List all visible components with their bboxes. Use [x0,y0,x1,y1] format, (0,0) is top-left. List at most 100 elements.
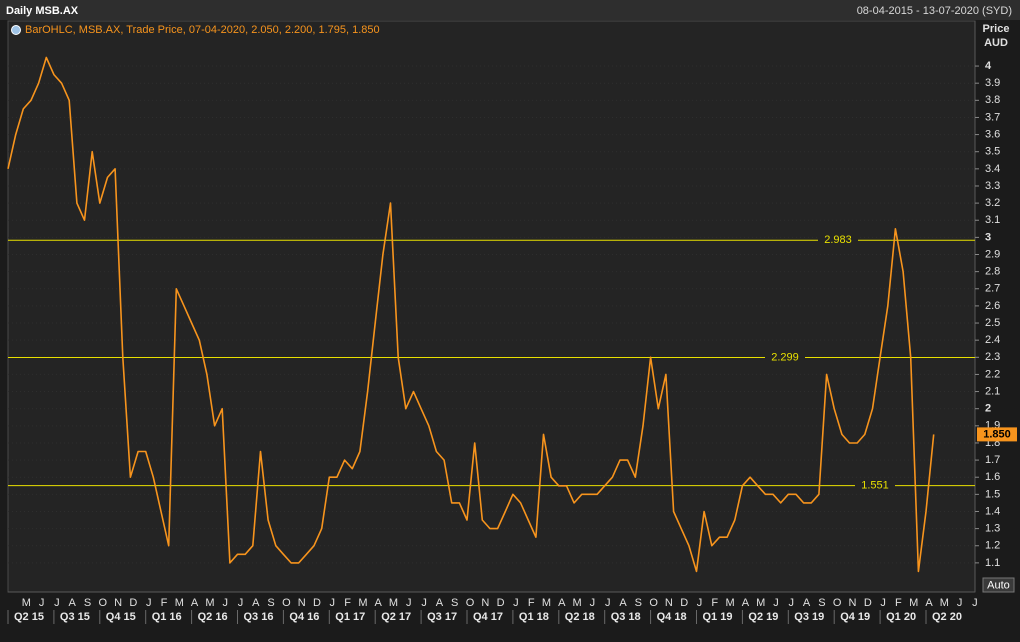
x-tick-label: O [833,597,842,609]
x-tick-label: J [238,597,244,609]
x-tick-label: F [344,597,351,609]
x-tick-label: D [497,597,505,609]
y-tick-label: 3.3 [985,180,1000,192]
y-tick-label: 2.5 [985,317,1000,329]
quarter-label: Q1 18 [519,611,549,623]
x-tick-label: O [99,597,108,609]
quarter-label: Q1 16 [152,611,182,623]
x-tick-label: A [375,597,383,609]
y-tick-label: 1.3 [985,523,1000,535]
x-tick-label: F [895,597,902,609]
quarter-label: Q1 20 [886,611,916,623]
reference-label-bg [855,479,895,492]
y-tick-label: 3.5 [985,146,1000,158]
x-tick-label: A [436,597,444,609]
y-tick-label: 3.8 [985,94,1000,106]
quarter-label: Q4 18 [657,611,687,623]
y-axis-label: Price [983,23,1010,35]
quarter-label: Q2 18 [565,611,595,623]
y-axis-unit: AUD [984,37,1008,49]
quarter-label: Q4 19 [840,611,870,623]
quarter-label: Q3 15 [60,611,90,623]
quarter-label: Q4 15 [106,611,136,623]
x-tick-label: N [665,597,673,609]
x-tick-label: J [421,597,427,609]
legend-icon[interactable] [11,25,21,35]
x-tick-label: J [513,597,519,609]
x-tick-label: J [330,597,336,609]
x-tick-label: J [590,597,596,609]
y-tick-label: 1.7 [985,454,1000,466]
reference-label: 2.299 [771,351,799,363]
y-tick-label: 2.3 [985,351,1000,363]
x-tick-label: M [726,597,735,609]
y-tick-label: 2.4 [985,334,1000,346]
x-tick-label: N [114,597,122,609]
y-tick-label: 2.1 [985,385,1000,397]
x-tick-label: J [146,597,152,609]
y-tick-label: 2.9 [985,248,1000,260]
x-tick-label: A [558,597,566,609]
quarter-label: Q4 16 [289,611,319,623]
quarter-label: Q2 16 [198,611,228,623]
price-line [7,56,935,573]
x-tick-label: S [84,597,91,609]
y-tick-label: 3 [985,231,991,243]
y-tick-label: 2.7 [985,283,1000,295]
auto-button-label[interactable]: Auto [987,579,1010,591]
y-tick-label: 2.6 [985,300,1000,312]
x-tick-label: J [605,597,611,609]
quarter-label: Q1 17 [335,611,365,623]
legend-text: BarOHLC, MSB.AX, Trade Price, 07-04-2020… [25,24,380,36]
x-tick-label: F [528,597,535,609]
y-tick-label: 3.4 [985,163,1000,175]
x-tick-label: J [54,597,60,609]
quarter-label: Q2 20 [932,611,962,623]
x-tick-label: M [909,597,918,609]
x-tick-label: M [205,597,214,609]
x-tick-label: J [39,597,45,609]
header-bar [0,0,1020,20]
x-tick-label: M [542,597,551,609]
y-tick-label: 1.6 [985,471,1000,483]
y-tick-label: 3.2 [985,197,1000,209]
x-tick-label: J [972,597,978,609]
x-tick-label: M [22,597,31,609]
y-tick-label: 2.2 [985,368,1000,380]
x-tick-label: M [573,597,582,609]
quarter-label: Q2 19 [748,611,778,623]
x-tick-label: M [756,597,765,609]
x-tick-label: S [635,597,642,609]
x-tick-label: M [358,597,367,609]
x-tick-label: A [619,597,627,609]
x-tick-label: N [849,597,857,609]
date-range: 08-04-2015 - 13-07-2020 (SYD) [857,5,1012,17]
y-tick-label: 2.8 [985,266,1000,278]
x-tick-label: D [313,597,321,609]
y-tick-label: 1.5 [985,488,1000,500]
x-tick-label: O [649,597,658,609]
quarter-label: Q4 17 [473,611,503,623]
x-tick-label: A [925,597,933,609]
x-tick-label: D [864,597,872,609]
plot-area [7,20,976,593]
x-tick-label: A [803,597,811,609]
y-tick-label: 1.4 [985,505,1000,517]
y-tick-label: 2 [985,403,991,415]
x-tick-label: N [298,597,306,609]
y-tick-label: 3.7 [985,111,1000,123]
x-tick-label: A [742,597,750,609]
x-tick-label: F [711,597,718,609]
x-tick-label: J [789,597,795,609]
x-tick-label: M [940,597,949,609]
y-tick-label: 3.6 [985,128,1000,140]
chart-title: Daily MSB.AX [6,5,79,17]
last-price-label: 1.850 [983,428,1011,440]
quarter-label: Q2 15 [14,611,44,623]
x-tick-label: M [175,597,184,609]
x-tick-label: J [406,597,412,609]
quarter-label: Q2 17 [381,611,411,623]
reference-label-bg [765,351,805,364]
auto-button[interactable] [982,577,1015,593]
